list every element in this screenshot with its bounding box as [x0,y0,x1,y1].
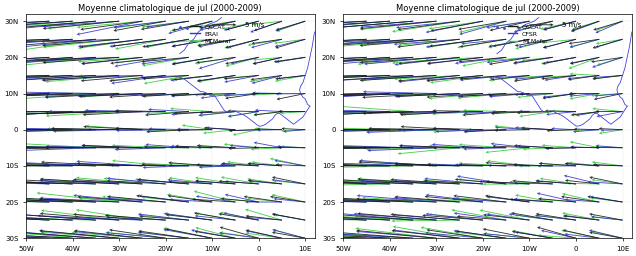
Text: 5 m/s: 5 m/s [562,22,581,28]
Title: Moyenne climatologique de jul (2000-2009): Moyenne climatologique de jul (2000-2009… [396,4,579,13]
Title: Moyenne climatologique de jul (2000-2009): Moyenne climatologique de jul (2000-2009… [78,4,262,13]
Legend: QSCAT, CFSR, MLMcfsr: QSCAT, CFSR, MLMcfsr [505,22,550,46]
Text: 5 m/s: 5 m/s [245,22,264,28]
Legend: QSCAT, ERAI, MLMerai: QSCAT, ERAI, MLMerai [188,22,233,46]
